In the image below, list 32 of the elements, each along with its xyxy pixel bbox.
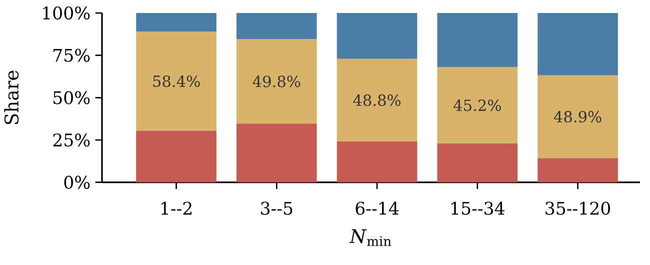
y-tick-label: 0% [64,176,90,189]
y-tick-label: 100% [43,6,90,20]
bar [136,32,216,131]
bar [437,67,518,144]
y-axis-title: Share [4,70,19,124]
x-tick-label: 35--120 [546,202,610,215]
x-tick-label: 1--2 [162,202,192,215]
data-label: 48.8% [353,94,401,106]
bar [236,124,317,182]
y-tick-label: 75% [54,48,90,62]
x-tick-label: 6--14 [356,202,399,215]
bar [336,142,418,182]
bar [437,13,518,68]
bar [136,130,216,182]
bar [437,144,518,182]
y-tick-label: 25% [53,133,90,147]
y-tick-label: 50% [54,91,90,104]
data-label: 48.9% [554,110,602,123]
bar [538,158,618,182]
bar [538,75,618,158]
bar [336,58,418,142]
bar [236,13,317,40]
bar [538,13,618,76]
data-label: 49.8% [252,76,300,88]
data-label: 58.4% [153,75,200,88]
x-tick-label: 15--34 [452,202,504,215]
x-axis-title: N$_{min}$ [349,229,392,246]
bar [236,39,317,124]
data-label: 45.2% [454,99,501,112]
x-tick-label: 3--5 [261,202,292,215]
bar [336,13,418,59]
bar [136,13,216,32]
